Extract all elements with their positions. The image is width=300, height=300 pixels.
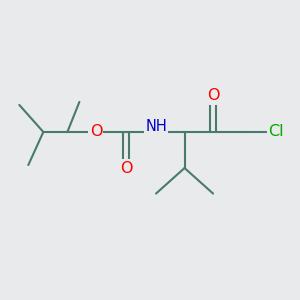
Text: NH: NH xyxy=(145,119,167,134)
Text: O: O xyxy=(207,88,219,104)
Text: O: O xyxy=(90,124,102,140)
Text: Cl: Cl xyxy=(268,124,284,140)
Text: O: O xyxy=(120,160,132,175)
